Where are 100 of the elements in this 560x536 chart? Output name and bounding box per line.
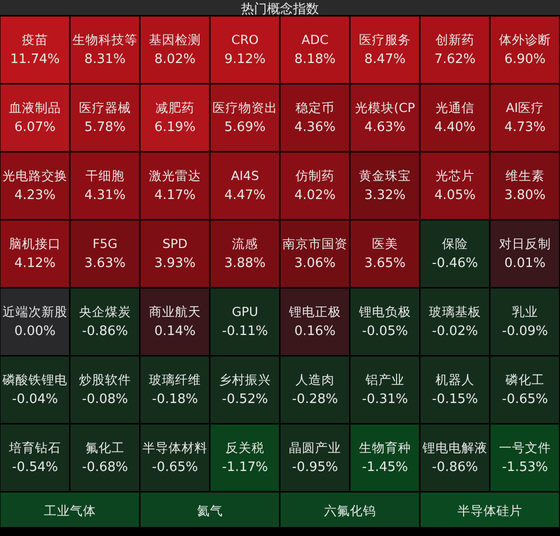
- category-label: 创新药: [436, 32, 474, 47]
- data-label: 8.18%: [294, 52, 336, 67]
- category-label: 干细胞: [86, 168, 124, 183]
- category-label: ADC: [302, 32, 329, 47]
- category-label: 激光雷达: [149, 168, 201, 183]
- data-label: -0.95%: [292, 460, 338, 475]
- category-label: AI医疗: [506, 100, 544, 115]
- data-label: -1.17%: [222, 460, 268, 475]
- data-label: 4.47%: [224, 188, 266, 203]
- data-label: 3.63%: [84, 256, 126, 271]
- data-label: 4.23%: [14, 188, 56, 203]
- data-label: -0.86%: [82, 324, 128, 339]
- data-label: 4.17%: [154, 188, 196, 203]
- category-label: 疫苗: [22, 32, 48, 47]
- data-label: 8.31%: [84, 52, 126, 67]
- category-label: 光模块(CP: [354, 100, 416, 115]
- category-label: 机器人: [436, 372, 474, 387]
- data-label: 3.88%: [224, 256, 266, 271]
- category-label: 氦气: [197, 503, 223, 518]
- data-label: 0.01%: [504, 256, 546, 271]
- data-label: 4.31%: [84, 188, 126, 203]
- data-label: 6.90%: [504, 52, 546, 67]
- category-label: 生物科技等: [72, 32, 138, 47]
- data-label: 7.62%: [434, 52, 476, 67]
- category-label: 生物育种: [359, 440, 411, 455]
- data-label: -0.08%: [82, 392, 128, 407]
- category-label: 商业航天: [149, 304, 201, 319]
- data-label: 3.32%: [364, 188, 406, 203]
- data-label: -1.53%: [502, 460, 548, 475]
- category-label: 光芯片: [436, 168, 474, 183]
- data-label: 3.65%: [364, 256, 406, 271]
- category-label: GPU: [232, 304, 258, 319]
- category-label: 锂电电解液: [422, 440, 488, 455]
- category-label: 人造肉: [296, 372, 334, 387]
- category-label: 炒股软件: [79, 372, 131, 387]
- category-label: 医疗物资出: [212, 100, 278, 115]
- data-label: -0.31%: [362, 392, 408, 407]
- data-label: 4.12%: [14, 256, 56, 271]
- category-label: 磷酸铁锂电: [2, 372, 68, 387]
- category-label: 维生素: [506, 168, 544, 183]
- category-label: 医疗器械: [79, 100, 131, 115]
- data-label: 9.12%: [224, 52, 266, 67]
- category-label: 医疗服务: [359, 32, 411, 47]
- category-label: 医美: [372, 236, 398, 251]
- category-label: 减肥药: [156, 100, 194, 115]
- data-label: 4.36%: [294, 120, 336, 135]
- data-label: 4.05%: [434, 188, 476, 203]
- category-label: 反关税: [226, 440, 264, 455]
- category-label: AI4S: [230, 168, 260, 183]
- category-label: 半导体硅片: [458, 503, 522, 518]
- category-label: 南京市国资: [282, 236, 348, 251]
- category-label: 稳定币: [296, 100, 334, 115]
- category-label: CRO: [231, 32, 259, 47]
- category-label: 黄金珠宝: [359, 168, 411, 183]
- data-label: 3.80%: [504, 188, 546, 203]
- category-label: SPD: [162, 236, 188, 251]
- data-label: -0.04%: [12, 392, 58, 407]
- data-label: 11.74%: [10, 52, 60, 67]
- category-label: 晶圆产业: [289, 440, 341, 455]
- category-label: 玻璃纤维: [149, 372, 201, 387]
- data-label: -0.65%: [502, 392, 548, 407]
- data-label: -0.05%: [362, 324, 408, 339]
- data-label: 5.69%: [224, 120, 266, 135]
- category-label: 磷化工: [504, 372, 544, 387]
- category-label: 一号文件: [499, 440, 551, 455]
- data-label: -0.86%: [432, 460, 478, 475]
- data-label: -0.65%: [152, 460, 198, 475]
- data-label: -0.54%: [12, 460, 58, 475]
- data-label: -0.02%: [432, 324, 478, 339]
- data-label: 8.02%: [154, 52, 196, 67]
- data-label: 3.06%: [294, 256, 336, 271]
- data-label: 0.14%: [154, 324, 196, 339]
- category-label: 对日反制: [499, 236, 551, 251]
- category-label: 流感: [232, 236, 258, 251]
- category-label: 玻璃基板: [429, 304, 481, 319]
- category-label: 体外诊断: [499, 32, 551, 47]
- category-label: 半导体材料: [142, 440, 208, 455]
- data-label: 5.78%: [84, 120, 126, 135]
- data-label: 0.16%: [294, 324, 336, 339]
- data-label: 4.63%: [364, 120, 406, 135]
- category-label: F5G: [92, 236, 118, 251]
- category-label: 保险: [442, 236, 468, 251]
- data-label: -0.11%: [222, 324, 268, 339]
- data-label: -0.09%: [502, 324, 548, 339]
- category-label: 工业气体: [44, 503, 96, 518]
- category-label: 六氟化钨: [324, 503, 376, 518]
- category-label: 氟化工: [86, 440, 124, 455]
- data-label: 6.07%: [14, 120, 56, 135]
- category-label: 近端次新股: [2, 304, 68, 319]
- category-label: 铝产业: [364, 372, 404, 387]
- category-label: 培育钻石: [8, 440, 61, 455]
- category-label: 锂电负极: [358, 304, 411, 319]
- data-label: 0.00%: [14, 324, 56, 339]
- category-label: 锂电正极: [288, 304, 341, 319]
- data-label: -0.46%: [432, 256, 478, 271]
- data-label: 4.02%: [294, 188, 336, 203]
- data-label: -1.45%: [362, 460, 408, 475]
- category-label: 乡村振兴: [219, 372, 271, 387]
- data-label: 6.19%: [154, 120, 196, 135]
- category-label: 基因检测: [149, 32, 201, 47]
